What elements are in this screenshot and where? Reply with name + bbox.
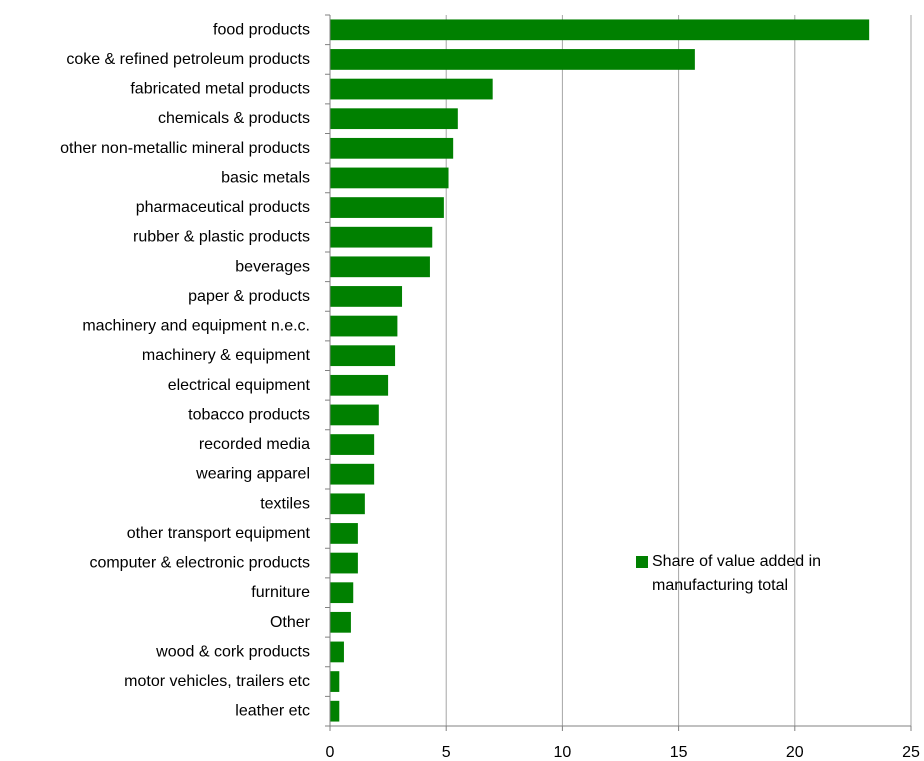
category-label: leather etc <box>235 703 310 720</box>
bar <box>330 611 351 633</box>
bar <box>330 197 444 218</box>
bar <box>330 345 396 367</box>
category-label: wood & cork products <box>155 643 310 660</box>
x-tick-label: 10 <box>554 744 572 761</box>
bar <box>330 671 340 692</box>
category-label: motor vehicles, trailers etc <box>124 673 310 690</box>
category-label: beverages <box>235 258 310 275</box>
category-label: coke & refined petroleum products <box>66 51 310 68</box>
bar <box>330 226 433 248</box>
category-label: tobacco products <box>188 406 310 423</box>
bar <box>330 434 375 455</box>
x-tick-label: 25 <box>902 744 920 761</box>
bar <box>330 700 340 722</box>
bar <box>330 286 403 307</box>
bar <box>330 256 430 278</box>
category-label: Other <box>270 614 311 631</box>
category-label: recorded media <box>199 436 310 453</box>
category-label: machinery & equipment <box>142 347 311 364</box>
bar <box>330 137 454 159</box>
bar <box>330 523 358 544</box>
bar <box>330 582 354 604</box>
legend-swatch <box>636 556 648 568</box>
category-label: electrical equipment <box>168 377 311 394</box>
x-tick-label: 5 <box>442 744 451 761</box>
legend-label-line-2: manufacturing total <box>652 577 789 594</box>
category-label: machinery and equipment n.e.c. <box>82 318 310 335</box>
bar <box>330 78 493 100</box>
category-label: wearing apparel <box>195 466 310 483</box>
category-label: computer & electronic products <box>89 555 310 572</box>
bar <box>330 552 358 574</box>
category-label: pharmaceutical products <box>136 199 310 216</box>
category-label: chemicals & products <box>158 110 310 127</box>
bar <box>330 374 389 396</box>
x-tick-label: 20 <box>786 744 804 761</box>
bar <box>330 463 375 485</box>
category-label: food products <box>213 21 310 38</box>
x-tick-label: 15 <box>670 744 688 761</box>
bar <box>330 49 695 70</box>
bar <box>330 108 458 130</box>
x-tick-label: 0 <box>326 744 335 761</box>
bar <box>330 404 379 426</box>
category-label: paper & products <box>188 288 310 305</box>
category-label: other non-metallic mineral products <box>60 140 310 157</box>
category-label: rubber & plastic products <box>133 229 310 246</box>
bar <box>330 315 398 337</box>
category-label: fabricated metal products <box>130 81 310 98</box>
legend: Share of value added in manufacturing to… <box>632 550 882 598</box>
bar <box>330 493 365 515</box>
bar <box>330 641 344 663</box>
category-label: other transport equipment <box>127 525 311 542</box>
category-label: furniture <box>251 584 310 601</box>
legend-label-line-1: Share of value added in <box>652 553 822 570</box>
bar <box>330 167 449 189</box>
bar <box>330 19 870 41</box>
category-label: textiles <box>260 495 310 512</box>
category-label: basic metals <box>221 169 310 186</box>
